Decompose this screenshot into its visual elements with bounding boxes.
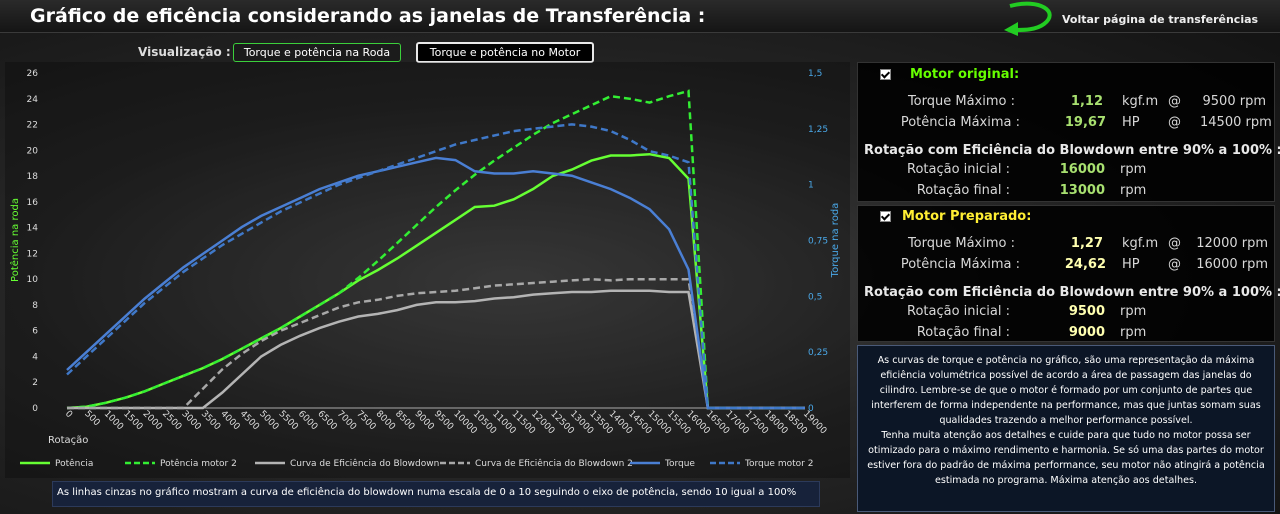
panel-title: Motor original: xyxy=(910,67,1020,82)
row-at: @ xyxy=(1168,115,1181,130)
y2-tick-label: 0,75 xyxy=(808,237,828,247)
page-title: Gráfico de eficência considerando as jan… xyxy=(30,5,706,27)
note-text: As linhas cinzas no gráfico mostram a cu… xyxy=(57,487,797,498)
row-label: Torque Máximo : xyxy=(907,94,1015,109)
view-label: Visualização : xyxy=(138,45,231,59)
y2-tick-label: 0 xyxy=(808,404,814,414)
row-label: Potência Máxima : xyxy=(900,115,1020,130)
motor-original-panel xyxy=(857,62,1275,202)
note-box xyxy=(52,481,820,507)
y-tick-label: 22 xyxy=(27,121,38,131)
checkbox[interactable] xyxy=(880,69,891,80)
row-value: 9500 xyxy=(1068,304,1105,319)
back-link[interactable]: Voltar página de transferências xyxy=(1062,13,1259,26)
chart: 0246810121416182022242600,250,50,7511,25… xyxy=(5,62,850,478)
row-unit: HP xyxy=(1122,257,1140,272)
series-line xyxy=(66,156,805,410)
view-button[interactable]: Torque e potência na Roda xyxy=(233,43,401,62)
row-rpm: 14500 rpm xyxy=(1200,115,1272,130)
y2-tick-label: 0,5 xyxy=(808,292,822,302)
x-axis-label: Rotação xyxy=(48,435,88,446)
row-label: Rotação inicial : xyxy=(907,162,1010,177)
series-line xyxy=(67,289,805,410)
legend-label: Curva de Eficiência do Blowdown xyxy=(290,458,439,469)
y2-tick-label: 1 xyxy=(808,181,814,191)
y2-tick-label: 0,25 xyxy=(808,348,828,358)
back-arrow[interactable] xyxy=(1000,0,1060,36)
row-value: 13000 xyxy=(1059,183,1105,198)
series-line xyxy=(66,152,805,410)
row-at: @ xyxy=(1168,257,1181,272)
row-label: Rotação inicial : xyxy=(907,304,1010,319)
y-tick-label: 14 xyxy=(27,224,39,234)
info-paragraph: As curvas de torque e potência no gráfic… xyxy=(871,355,1261,426)
row-unit: rpm xyxy=(1120,162,1147,177)
series-line xyxy=(67,277,805,410)
row-rpm: 9500 rpm xyxy=(1202,94,1266,109)
row-value: 19,67 xyxy=(1064,115,1106,130)
y-tick-label: 2 xyxy=(32,378,38,388)
y-tick-label: 4 xyxy=(32,352,38,362)
legend-label: Potência xyxy=(55,458,93,469)
row-label: Rotação final : xyxy=(916,183,1010,198)
y-tick-label: 16 xyxy=(27,198,39,208)
y-tick-label: 18 xyxy=(27,172,39,182)
row-at: @ xyxy=(1168,94,1181,109)
y-tick-label: 8 xyxy=(32,301,38,311)
info-box: As curvas de torque e potência no gráfic… xyxy=(857,345,1275,512)
y-axis-label: Potência na roda xyxy=(9,198,21,282)
row-value: 1,12 xyxy=(1070,94,1103,109)
row-rpm: 12000 rpm xyxy=(1196,236,1268,251)
row-label: Torque Máximo : xyxy=(907,236,1015,251)
info-paragraph: Tenha muita atenção aos detalhes e cuide… xyxy=(867,430,1265,486)
row-value: 16000 xyxy=(1059,162,1105,177)
row-at: @ xyxy=(1168,236,1181,251)
y-tick-label: 10 xyxy=(27,275,39,285)
y2-axis-label: Torque na roda xyxy=(830,203,841,279)
row-value: 24,62 xyxy=(1064,257,1106,272)
y-tick-label: 20 xyxy=(27,146,39,156)
y2-tick-label: 1,5 xyxy=(808,69,822,79)
row-unit: kgf.m xyxy=(1122,236,1159,251)
motor-preparado-panel xyxy=(857,205,1275,342)
y2-tick-label: 1,25 xyxy=(808,125,828,135)
y-tick-label: 26 xyxy=(27,69,39,79)
y-tick-label: 12 xyxy=(27,249,38,259)
header-bar xyxy=(0,0,1280,33)
legend-label: Potência motor 2 xyxy=(160,458,237,469)
x-tick-label: 0 xyxy=(63,409,74,420)
row-rpm: 16000 rpm xyxy=(1196,257,1268,272)
row-value: 9000 xyxy=(1068,325,1105,340)
row-unit: rpm xyxy=(1120,183,1147,198)
y-tick-label: 0 xyxy=(32,404,38,414)
series-line xyxy=(66,89,805,410)
row-unit: rpm xyxy=(1120,304,1147,319)
row-value: 1,27 xyxy=(1070,236,1103,251)
row-unit: kgf.m xyxy=(1122,94,1159,109)
row-label: Rotação final : xyxy=(916,325,1010,340)
row-label: Potência Máxima : xyxy=(900,257,1020,272)
y-tick-label: 6 xyxy=(32,327,38,337)
legend-label: Torque motor 2 xyxy=(744,459,813,469)
checkbox[interactable] xyxy=(880,211,891,222)
blowdown-title: Rotação com Eficiência do Blowdown entre… xyxy=(864,285,1280,300)
row-unit: HP xyxy=(1122,115,1140,130)
legend-label: Torque xyxy=(664,459,695,469)
blowdown-title: Rotação com Eficiência do Blowdown entre… xyxy=(864,143,1280,158)
row-unit: rpm xyxy=(1120,325,1147,340)
panel-title: Motor Preparado: xyxy=(902,209,1032,224)
legend-label: Curva de Eficiência do Blowdown 2 xyxy=(475,458,633,469)
view-button[interactable]: Torque e potência no Motor xyxy=(416,42,594,63)
y-tick-label: 24 xyxy=(27,95,39,105)
